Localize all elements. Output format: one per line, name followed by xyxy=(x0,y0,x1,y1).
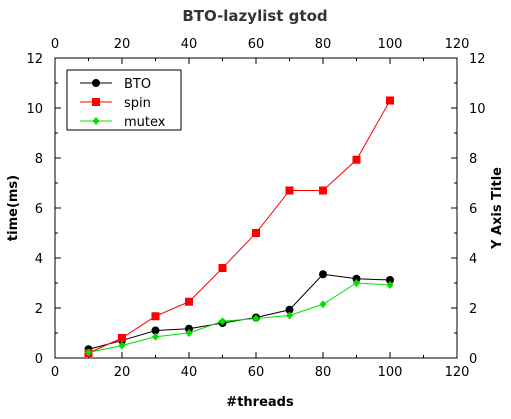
y-tick-label-left: 2 xyxy=(35,302,43,317)
x-axis-label: #threads xyxy=(226,395,294,410)
y-tick-label-left: 4 xyxy=(35,252,43,267)
series-bto xyxy=(84,270,394,354)
x-tick-label-bottom: 20 xyxy=(114,365,131,380)
x-tick-label-top: 0 xyxy=(51,37,59,52)
data-point xyxy=(252,314,260,323)
data-point xyxy=(151,312,160,321)
legend-label: spin xyxy=(124,96,151,111)
x-tick-label-bottom: 40 xyxy=(181,365,198,380)
data-point xyxy=(319,300,327,309)
data-point xyxy=(219,317,226,326)
y-tick-label-left: 8 xyxy=(35,152,43,167)
x-tick-label-bottom: 100 xyxy=(378,365,403,380)
data-point xyxy=(352,155,361,164)
data-point xyxy=(285,186,294,195)
y-tick-label-left: 0 xyxy=(35,352,43,367)
y-axis-right-label: Y Axis Title xyxy=(490,167,505,250)
legend-marker xyxy=(92,117,100,125)
x-tick-label-top: 60 xyxy=(248,37,265,52)
data-point xyxy=(319,270,327,279)
y-tick-label-right: 4 xyxy=(469,252,477,267)
x-tick-label-top: 20 xyxy=(114,37,131,52)
y-tick-label-right: 12 xyxy=(469,52,486,67)
data-point xyxy=(286,311,293,320)
data-point xyxy=(352,274,361,283)
data-point xyxy=(185,297,193,306)
y-tick-label-left: 10 xyxy=(26,102,43,117)
legend: BTO spin mutex xyxy=(66,69,182,131)
y-axis-label: time(ms) xyxy=(6,175,21,241)
series-line xyxy=(88,273,391,350)
legend-marker xyxy=(92,98,100,106)
series-spin xyxy=(84,96,394,357)
series-mutex xyxy=(85,279,394,357)
data-point xyxy=(85,348,92,357)
data-point xyxy=(386,96,394,105)
series-layer xyxy=(84,96,394,357)
series-line xyxy=(88,282,391,353)
x-tick-label-top: 120 xyxy=(445,37,470,52)
legend-label: mutex xyxy=(124,115,166,130)
data-point xyxy=(151,326,160,335)
legend-item-mutex: mutex xyxy=(80,115,166,130)
x-tick-label-bottom: 80 xyxy=(315,365,332,380)
data-point xyxy=(252,229,260,237)
y-tick-label-right: 0 xyxy=(469,352,477,367)
data-point xyxy=(218,264,227,272)
y-tick-label-right: 10 xyxy=(469,102,486,117)
x-tick-label-bottom: 0 xyxy=(51,365,59,380)
data-point xyxy=(319,186,327,195)
x-tick-label-bottom: 60 xyxy=(248,365,265,380)
x-tick-label-top: 80 xyxy=(315,37,332,52)
data-point xyxy=(285,305,294,314)
y-tick-label-left: 12 xyxy=(26,52,43,67)
legend-box xyxy=(66,69,182,131)
data-point xyxy=(386,276,394,284)
data-point xyxy=(353,279,360,287)
data-point xyxy=(185,324,193,333)
data-point xyxy=(152,332,159,341)
chart-title: BTO-lazylist gtod xyxy=(182,7,327,25)
legend-item-spin: spin xyxy=(80,96,151,111)
x-tick-label-top: 40 xyxy=(181,37,198,52)
data-point xyxy=(118,334,126,342)
x-tick-label-bottom: 120 xyxy=(445,365,470,380)
x-tick-label-top: 100 xyxy=(378,37,403,52)
data-point xyxy=(185,329,193,337)
data-point xyxy=(118,341,126,350)
y-tick-label-right: 8 xyxy=(469,152,477,167)
data-point xyxy=(386,281,394,289)
y-tick-label-left: 6 xyxy=(35,202,43,217)
series-line xyxy=(88,100,391,354)
y-tick-label-right: 6 xyxy=(469,202,477,217)
y-tick-label-right: 2 xyxy=(469,302,477,317)
legend-marker xyxy=(92,79,100,87)
legend-label: BTO xyxy=(124,77,151,92)
legend-item-bto: BTO xyxy=(80,77,151,92)
